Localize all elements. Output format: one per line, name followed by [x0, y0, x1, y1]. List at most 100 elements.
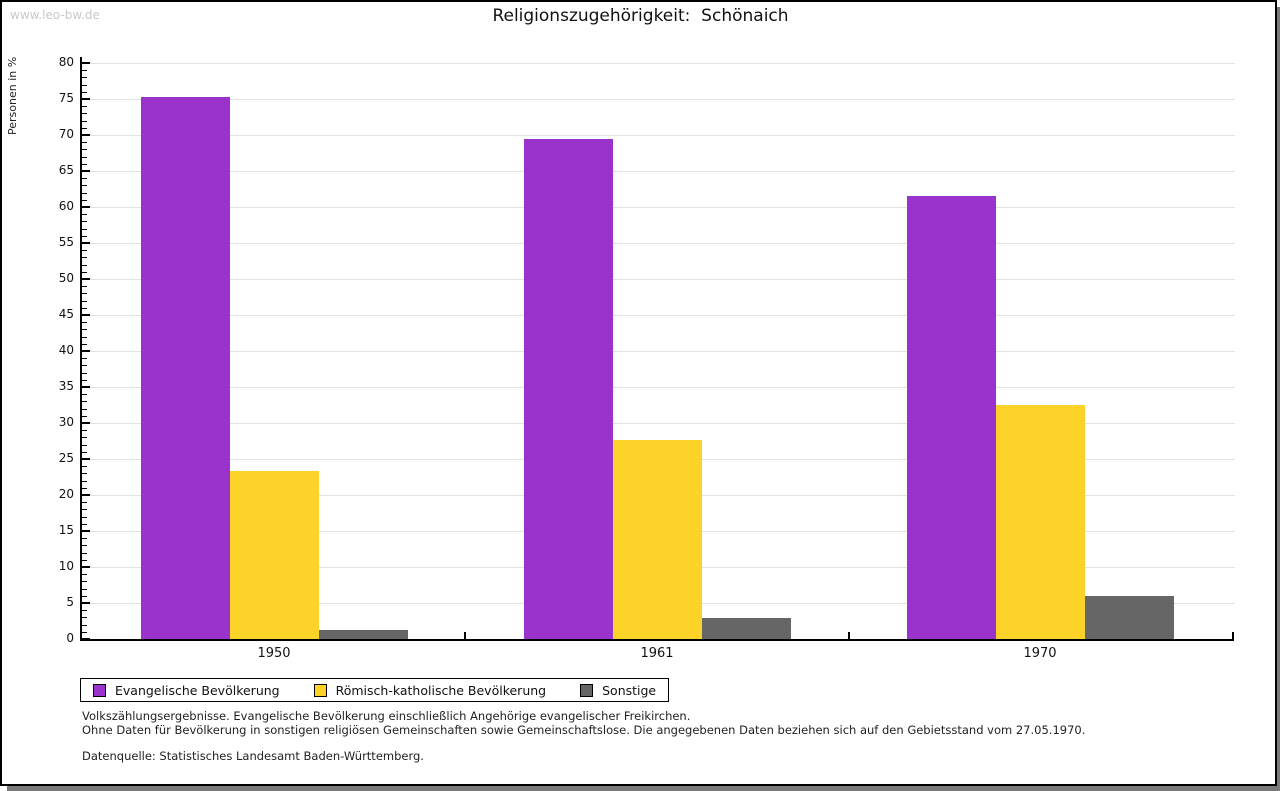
gridline — [82, 243, 1235, 244]
y-tick — [82, 625, 87, 626]
y-tick-label: 40 — [58, 343, 74, 357]
legend-item-sonstige: Sonstige — [580, 683, 656, 698]
x-tick-label: 1950 — [257, 646, 291, 661]
x-boundary-tick — [464, 632, 466, 639]
y-tick — [82, 394, 87, 395]
y-tick — [82, 272, 87, 273]
y-tick — [82, 98, 90, 100]
legend-label: Evangelische Bevölkerung — [115, 682, 280, 698]
x-tick-label: 1961 — [640, 646, 674, 661]
x-boundary-tick — [848, 632, 850, 639]
y-tick — [82, 286, 87, 287]
y-tick — [82, 142, 87, 143]
y-axis-title: Personen in % — [6, 57, 19, 136]
y-tick — [82, 517, 87, 518]
y-tick — [82, 553, 87, 554]
footnote-text: Volkszählungsergebnisse. Evangelische Be… — [82, 709, 1232, 737]
y-tick-label: 15 — [58, 523, 74, 537]
y-tick — [82, 401, 87, 402]
y-tick-label: 5 — [66, 595, 74, 609]
y-tick — [82, 502, 87, 503]
x-axis-line — [80, 639, 1234, 641]
y-tick — [82, 416, 87, 417]
y-tick — [82, 488, 87, 489]
y-tick — [82, 458, 90, 460]
y-tick — [82, 538, 87, 539]
y-tick — [82, 242, 90, 244]
legend-label: Sonstige — [602, 682, 657, 698]
y-tick — [82, 337, 87, 338]
bar-1950-sonstige — [319, 630, 408, 639]
y-tick — [82, 350, 90, 352]
y-tick — [82, 473, 87, 474]
y-tick — [82, 365, 87, 366]
gridline — [82, 63, 1235, 64]
y-tick-label: 10 — [58, 559, 74, 573]
bar-1961-evangelisch — [524, 139, 613, 639]
y-tick-label: 35 — [58, 379, 74, 393]
y-tick-label: 75 — [58, 91, 74, 105]
y-tick — [82, 494, 90, 496]
y-tick — [82, 524, 87, 525]
y-tick — [82, 445, 87, 446]
legend-item-katholisch: Römisch-katholische Bevölkerung — [313, 683, 546, 698]
gridline — [82, 315, 1235, 316]
y-tick-label: 80 — [58, 55, 74, 69]
y-tick — [82, 170, 90, 172]
y-tick-label: 25 — [58, 451, 74, 465]
drop-shadow-bottom — [7, 786, 1280, 791]
gridline — [82, 423, 1235, 424]
y-tick — [82, 566, 90, 568]
y-tick-label: 50 — [58, 271, 74, 285]
bar-1961-sonstige — [702, 618, 791, 639]
y-tick — [82, 164, 87, 165]
y-tick — [82, 92, 87, 93]
y-tick — [82, 581, 87, 582]
y-tick — [82, 157, 87, 158]
legend-item-evangelisch: Evangelische Bevölkerung — [93, 683, 280, 698]
gridline — [82, 99, 1235, 100]
gridline — [82, 135, 1235, 136]
y-tick-label: 45 — [58, 307, 74, 321]
y-tick — [82, 380, 87, 381]
y-tick-label: 0 — [66, 631, 74, 645]
bar-1970-evangelisch — [907, 196, 996, 639]
y-tick — [82, 229, 87, 230]
y-tick-label: 20 — [58, 487, 74, 501]
y-tick — [82, 545, 87, 546]
y-axis-line — [80, 57, 82, 641]
y-tick — [82, 466, 87, 467]
y-tick — [82, 358, 87, 359]
y-tick — [82, 386, 90, 388]
y-tick — [82, 308, 87, 309]
drop-shadow-right — [1277, 7, 1280, 791]
y-tick — [82, 596, 87, 597]
y-tick — [82, 221, 87, 222]
y-tick — [82, 206, 90, 208]
y-tick — [82, 178, 87, 179]
y-tick — [82, 77, 87, 78]
watermark: www.leo-bw.de — [10, 8, 100, 22]
y-tick — [82, 422, 90, 424]
y-tick — [82, 200, 87, 201]
bar-1970-sonstige — [1085, 596, 1174, 639]
y-tick — [82, 322, 87, 323]
y-tick — [82, 149, 87, 150]
legend-swatch-sonstige — [580, 683, 594, 697]
x-tick-label: 1970 — [1023, 646, 1057, 661]
y-tick — [82, 602, 90, 604]
y-tick — [82, 70, 87, 71]
y-tick — [82, 481, 87, 482]
source-text: Datenquelle: Statistisches Landesamt Bad… — [82, 749, 424, 763]
bar-1950-evangelisch — [141, 97, 230, 639]
gridline — [82, 351, 1235, 352]
y-tick-label: 70 — [58, 127, 74, 141]
y-tick — [82, 409, 87, 410]
bar-1961-katholisch — [613, 440, 702, 639]
legend-swatch-katholisch — [313, 683, 327, 697]
y-tick — [82, 85, 87, 86]
y-tick — [82, 617, 87, 618]
y-tick — [82, 344, 87, 345]
